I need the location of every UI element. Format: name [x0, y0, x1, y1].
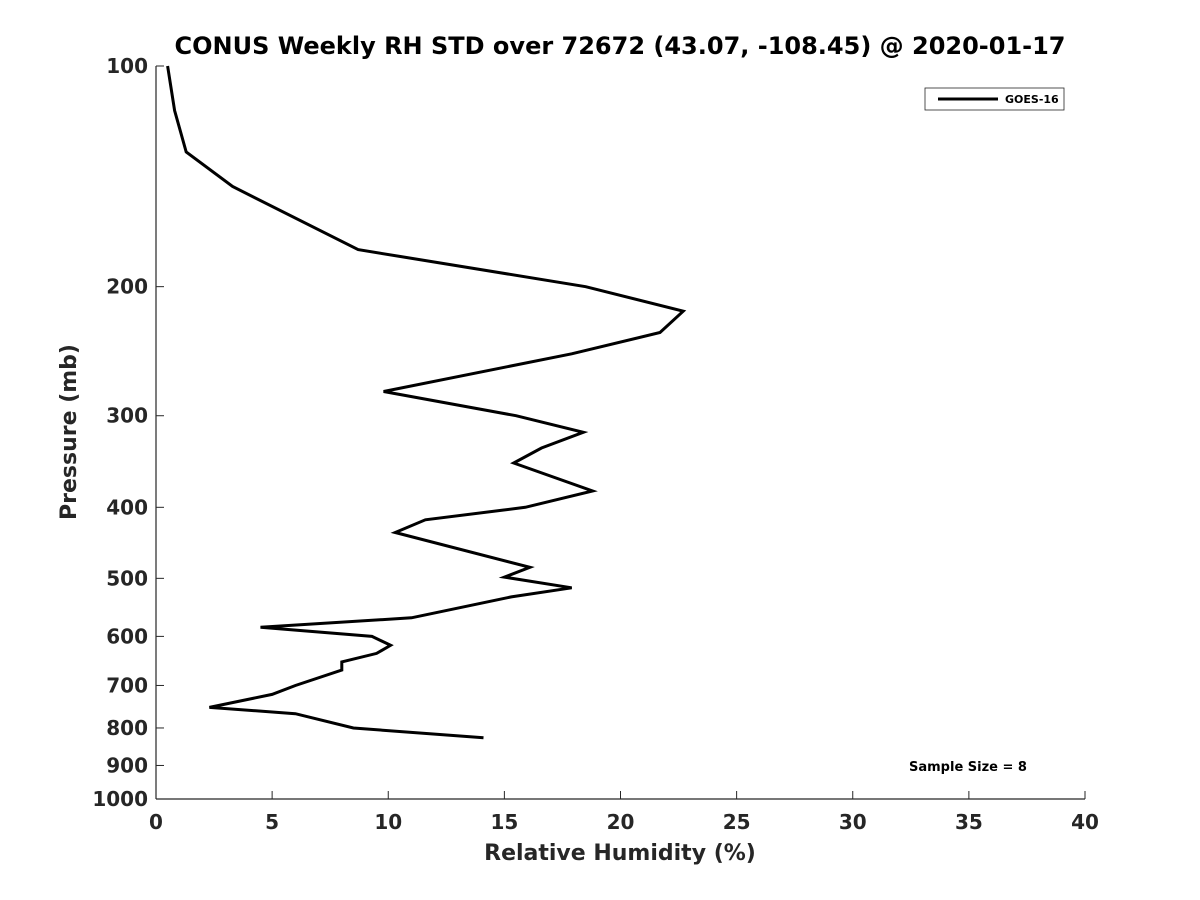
y-tick-label: 1000 [92, 787, 148, 811]
y-tick-label: 700 [106, 673, 148, 697]
y-ticks: 100 200 300 400 500 600 700 800 900 1000 [92, 54, 164, 811]
series-line-goes-16 [166, 65, 687, 740]
legend: GOES-16 [924, 87, 1065, 111]
plot-area: 0 5 10 15 20 25 30 35 40 100 200 300 400 500 600 700 80… [92, 54, 1099, 834]
x-tick-label: 35 [955, 810, 983, 834]
x-tick-label: 40 [1071, 810, 1099, 834]
x-ticks: 0 5 10 15 20 25 30 35 40 [149, 791, 1099, 834]
y-tick-label: 800 [106, 716, 148, 740]
x-tick-label: 30 [839, 810, 867, 834]
series-layer [166, 65, 687, 740]
chart-title: CONUS Weekly RH STD over 72672 (43.07, -… [174, 32, 1065, 60]
y-tick-label: 500 [106, 566, 148, 590]
sample-size-annotation: Sample Size = 8 [909, 760, 1027, 775]
x-tick-label: 0 [149, 810, 163, 834]
y-tick-label: 400 [106, 495, 148, 519]
x-axis-label: Relative Humidity (%) [484, 841, 756, 866]
y-tick-label: 100 [106, 54, 148, 78]
legend-label-goes-16: GOES-16 [1005, 93, 1059, 106]
y-tick-label: 900 [106, 753, 148, 777]
x-tick-label: 20 [607, 810, 635, 834]
x-tick-label: 25 [723, 810, 751, 834]
y-tick-label: 300 [106, 404, 148, 428]
x-tick-label: 5 [265, 810, 279, 834]
x-tick-label: 15 [490, 810, 518, 834]
y-tick-label: 600 [106, 624, 148, 648]
y-tick-label: 200 [106, 275, 148, 299]
y-axis-label: Pressure (mb) [57, 344, 82, 520]
x-tick-label: 10 [374, 810, 402, 834]
